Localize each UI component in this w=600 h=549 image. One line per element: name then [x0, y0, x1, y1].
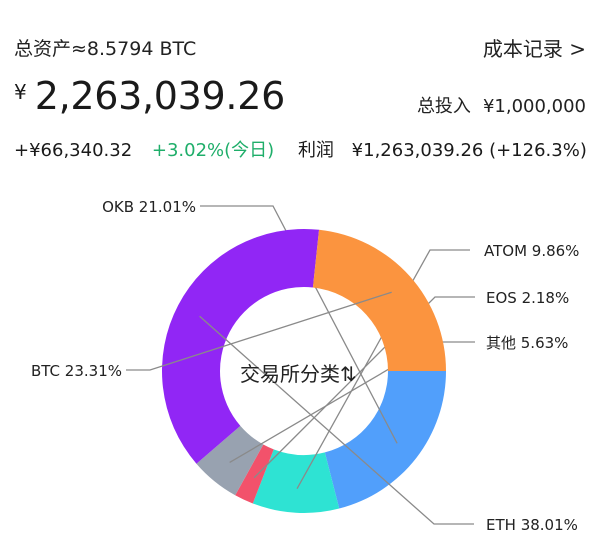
total-investment: 总投入 ¥1,000,000	[417, 92, 586, 118]
balance-amount: 2,263,039.26	[34, 74, 286, 118]
daily-change-row: +¥66,340.32 +3.02%(今日) 利润 ¥1,263,039.26 …	[14, 136, 587, 162]
chart-category-toggle[interactable]: 交易所分类⇅	[240, 362, 357, 386]
slice-label-5: ETH 38.01%	[486, 516, 578, 534]
slice-1[interactable]	[324, 371, 446, 509]
profit-label: 利润	[297, 140, 334, 161]
exchange-allocation-chart: OKB 21.01% ATOM 9.86% EOS 2.18% 其他 5.63% ETH…	[0, 180, 600, 549]
slice-label-1: OKB 21.01%	[102, 198, 196, 216]
investment-value: ¥1,000,000	[482, 96, 586, 117]
daily-change-percent: +3.02%(今日)	[151, 140, 275, 161]
slice-2[interactable]	[252, 449, 340, 513]
leader-line-2	[296, 249, 470, 489]
slice-label-4: 其他 5.63%	[486, 334, 568, 352]
leader-line-5	[199, 315, 474, 525]
investment-label: 总投入	[416, 96, 471, 117]
slice-3[interactable]	[235, 444, 274, 504]
profit-value: ¥1,263,039.26 (+126.3%)	[351, 140, 587, 161]
slice-5[interactable]	[162, 229, 320, 464]
donut-chart-svg: OKB 21.01% ATOM 9.86% EOS 2.18% 其他 5.63% ETH…	[31, 198, 579, 534]
leader-line-1	[200, 205, 398, 444]
slice-label-2: ATOM 9.86%	[484, 242, 579, 260]
cost-record-link[interactable]: 成本记录 >	[482, 37, 586, 61]
slice-label-6: BTC 23.31%	[31, 362, 122, 380]
slice-label-3: EOS 2.18%	[486, 289, 569, 307]
slice-6[interactable]	[312, 229, 446, 371]
slice-4[interactable]	[196, 425, 264, 496]
daily-change-amount: +¥66,340.32	[14, 140, 133, 161]
leader-line-6	[126, 291, 392, 371]
currency-symbol: ¥	[14, 80, 27, 104]
total-assets-btc: 总资产≈8.5794 BTC	[14, 38, 197, 60]
total-balance: ¥ 2,263,039.26	[14, 74, 285, 118]
